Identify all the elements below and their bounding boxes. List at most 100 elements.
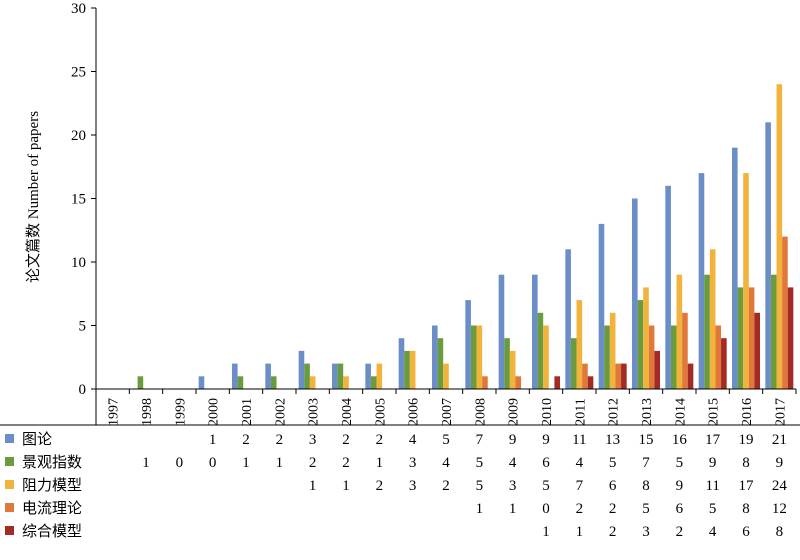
table-cell-2-2016: 17 [739,478,755,494]
x-tick-label-2014: 2014 [673,398,688,426]
bar-2014-0 [665,185,671,389]
bar-2006-1 [404,350,410,389]
bar-2007-1 [437,338,444,389]
bar-2009-0 [498,274,505,389]
table-cell-0-2013: 15 [639,432,654,448]
bar-2013-3 [648,325,655,389]
x-tick-label-2001: 2001 [240,398,255,426]
bar-2015-2 [709,249,716,389]
bar-2010-4 [554,376,560,389]
table-cell-2-2004: 1 [342,478,350,494]
table-cell-1-2008: 5 [476,455,484,471]
x-tick-label-1997: 1997 [107,398,122,426]
table-cell-0-2008: 7 [476,432,484,448]
table-cell-1-2001: 1 [242,455,250,471]
bar-2017-0 [765,122,771,390]
table-cell-3-2009: 1 [509,501,517,517]
y-tick-label-25: 25 [71,65,86,81]
bar-2008-0 [465,300,471,389]
bar-2015-1 [704,274,710,389]
x-tick-label-2012: 2012 [607,398,622,426]
axes-layer: 0 5 10 15 20 25 30 1997 1998 1999 2000 2001 2002 2003… [71,1,797,426]
table-cell-1-2013: 7 [642,455,650,471]
bar-2016-1 [737,287,744,389]
x-tick-label-2013: 2013 [640,398,655,426]
table-cell-2-2009: 3 [509,478,517,494]
bar-2013-1 [637,300,644,389]
table-cell-4-2012: 2 [609,524,617,540]
bar-2005-2 [376,363,383,389]
bar-2009-2 [509,350,516,389]
bar-2015-4 [721,338,727,389]
table-cell-2-2007: 2 [442,478,450,494]
table-cell-1-2004: 2 [342,455,350,471]
table-cell-4-2014: 2 [676,524,684,540]
table-cell-1-2015: 9 [709,455,717,471]
table-cell-1-1998: 1 [142,455,150,471]
bar-2012-0 [598,223,605,389]
legend-swatch-0 [5,434,14,443]
table-cell-1-2009: 4 [509,455,517,471]
table-cell-0-2006: 4 [409,432,417,448]
bar-2003-0 [298,350,305,389]
bar-2011-1 [570,338,577,389]
table-cell-0-2016: 19 [739,432,754,448]
table-cell-3-2015: 5 [709,501,717,517]
bar-2011-4 [587,376,594,389]
bar-2006-0 [398,338,405,389]
x-tick-label-2009: 2009 [507,398,522,426]
table-cell-2-2013: 8 [642,478,650,494]
legend-label-2: 阻力模型 [22,477,82,494]
bar-2000-0 [198,376,205,389]
x-tick-label-2016: 2016 [740,398,755,426]
x-tick-label-2005: 2005 [373,398,388,426]
table-cell-2-2010: 5 [542,478,550,494]
bar-2016-2 [743,173,749,389]
table-cell-1-2000: 0 [209,455,217,471]
bar-2008-3 [482,376,488,389]
x-tick-label-2004: 2004 [340,398,355,426]
y-tick-label-5: 5 [79,319,87,335]
bar-2001-1 [237,376,244,389]
legend-swatch-2 [5,480,14,489]
table-cell-0-2007: 5 [442,432,450,448]
legend-label-0: 图论 [22,431,52,448]
x-tick-label-2017: 2017 [773,398,788,426]
bar-2016-3 [748,287,755,389]
table-cell-3-2010: 0 [542,501,550,517]
bar-2003-1 [304,363,310,389]
bar-2004-0 [332,363,338,389]
bar-2014-4 [687,363,694,389]
table-cell-3-2012: 2 [609,501,617,517]
table-cell-2-2015: 11 [705,478,719,494]
table-cell-2-2012: 6 [609,478,617,494]
x-tick-label-2015: 2015 [707,398,722,426]
table-cell-1-2016: 8 [742,455,750,471]
x-tick-label-2007: 2007 [440,398,455,426]
bar-2007-2 [443,363,449,389]
table-cell-1-2005: 1 [376,455,384,471]
bar-2010-1 [537,312,544,389]
bar-2013-0 [632,198,638,389]
bar-2001-0 [232,363,238,389]
bar-2011-2 [576,300,583,389]
bar-2011-0 [565,249,571,389]
bar-2010-2 [543,325,549,389]
bar-2016-0 [732,147,738,389]
bar-2010-0 [532,274,538,389]
table-cell-0-2000: 1 [209,432,217,448]
x-tick-label-2002: 2002 [273,398,288,426]
table-cell-3-2008: 1 [476,501,484,517]
bar-2012-1 [604,325,610,389]
y-axis-label: 论文篇数 Number of papers [24,111,42,283]
table-cell-0-2014: 16 [672,432,688,448]
table-cell-4-2010: 1 [542,524,550,540]
bar-2014-3 [682,312,688,389]
y-tick-label-30: 30 [71,1,86,17]
table-cell-1-2007: 4 [442,455,450,471]
table-cell-2-2005: 2 [376,478,384,494]
x-tick-label-2010: 2010 [540,398,555,426]
table-cell-4-2015: 4 [709,524,717,540]
